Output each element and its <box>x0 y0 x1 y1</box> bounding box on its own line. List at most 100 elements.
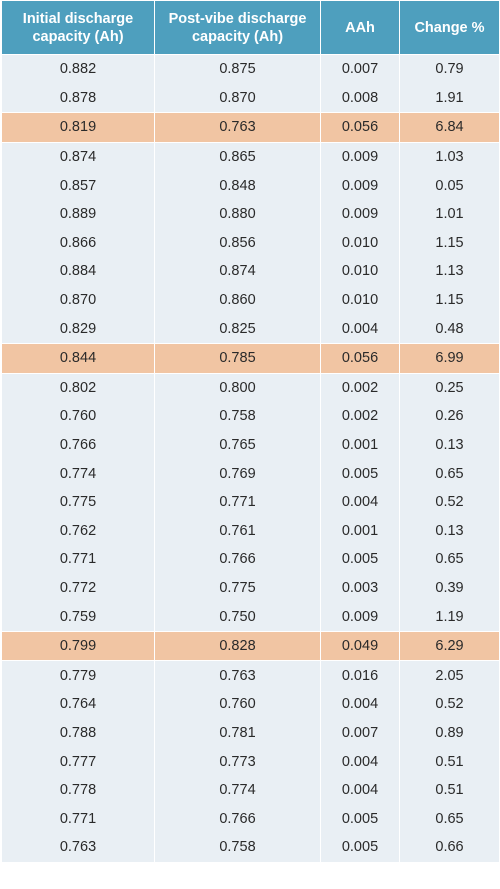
cell-delta-ah: 0.001 <box>320 430 400 460</box>
cell-initial-capacity: 0.760 <box>1 402 155 431</box>
cell-initial-capacity: 0.774 <box>1 459 155 488</box>
cell-change-percent: 6.29 <box>399 630 500 662</box>
cell-post-vibe-capacity: 0.781 <box>154 718 321 748</box>
table-row: 0.771 0.766 0.005 0.65 <box>1 804 500 834</box>
table-row: 0.857 0.848 0.009 0.05 <box>1 171 500 200</box>
cell-change-percent: 1.03 <box>399 142 500 172</box>
header-initial-capacity: Initial discharge capacity (Ah) <box>1 0 155 55</box>
cell-initial-capacity: 0.759 <box>1 602 155 632</box>
cell-delta-ah: 0.010 <box>320 257 400 286</box>
cell-delta-ah: 0.008 <box>320 83 400 113</box>
cell-delta-ah: 0.016 <box>320 660 400 691</box>
cell-change-percent: 0.13 <box>399 430 500 460</box>
cell-delta-ah: 0.009 <box>320 142 400 172</box>
cell-post-vibe-capacity: 0.760 <box>154 690 321 719</box>
cell-initial-capacity: 0.802 <box>1 373 155 403</box>
table-row: 0.884 0.874 0.010 1.13 <box>1 257 500 286</box>
cell-initial-capacity: 0.788 <box>1 718 155 748</box>
cell-post-vibe-capacity: 0.771 <box>154 487 321 517</box>
table-row: 0.866 0.856 0.010 1.15 <box>1 228 500 258</box>
cell-change-percent: 0.25 <box>399 373 500 403</box>
cell-initial-capacity: 0.882 <box>1 54 155 84</box>
cell-initial-capacity: 0.799 <box>1 630 155 662</box>
table-row: 0.819 0.763 0.056 6.84 <box>1 112 500 143</box>
cell-initial-capacity: 0.829 <box>1 314 155 344</box>
cell-delta-ah: 0.010 <box>320 285 400 315</box>
cell-delta-ah: 0.002 <box>320 402 400 431</box>
cell-initial-capacity: 0.775 <box>1 487 155 517</box>
cell-post-vibe-capacity: 0.828 <box>154 630 321 662</box>
table-row: 0.778 0.774 0.004 0.51 <box>1 775 500 805</box>
cell-delta-ah: 0.004 <box>320 690 400 719</box>
header-post-vibe-capacity: Post-vibe discharge capacity (Ah) <box>154 0 321 55</box>
cell-initial-capacity: 0.771 <box>1 804 155 834</box>
cell-change-percent: 1.15 <box>399 285 500 315</box>
table-row: 0.775 0.771 0.004 0.52 <box>1 487 500 517</box>
table-row: 0.760 0.758 0.002 0.26 <box>1 402 500 431</box>
table-row: 0.764 0.760 0.004 0.52 <box>1 690 500 719</box>
cell-change-percent: 0.65 <box>399 545 500 574</box>
cell-initial-capacity: 0.771 <box>1 545 155 574</box>
cell-post-vibe-capacity: 0.800 <box>154 373 321 403</box>
cell-initial-capacity: 0.819 <box>1 112 155 143</box>
table-row: 0.874 0.865 0.009 1.03 <box>1 142 500 172</box>
table-row: 0.771 0.766 0.005 0.65 <box>1 545 500 574</box>
table-row: 0.766 0.765 0.001 0.13 <box>1 430 500 460</box>
cell-delta-ah: 0.009 <box>320 602 400 632</box>
cell-delta-ah: 0.003 <box>320 573 400 603</box>
cell-change-percent: 1.01 <box>399 199 500 229</box>
cell-change-percent: 0.13 <box>399 516 500 546</box>
header-row: Initial discharge capacity (Ah) Post-vib… <box>1 0 500 55</box>
table-row: 0.774 0.769 0.005 0.65 <box>1 459 500 488</box>
cell-post-vibe-capacity: 0.758 <box>154 833 321 862</box>
cell-change-percent: 1.91 <box>399 83 500 113</box>
cell-delta-ah: 0.005 <box>320 804 400 834</box>
cell-initial-capacity: 0.778 <box>1 775 155 805</box>
table-row: 0.889 0.880 0.009 1.01 <box>1 199 500 229</box>
cell-change-percent: 0.52 <box>399 487 500 517</box>
table-row: 0.799 0.828 0.049 6.29 <box>1 630 500 662</box>
cell-initial-capacity: 0.866 <box>1 228 155 258</box>
capacity-table: Initial discharge capacity (Ah) Post-vib… <box>1 0 500 862</box>
cell-change-percent: 0.05 <box>399 171 500 200</box>
cell-post-vibe-capacity: 0.774 <box>154 775 321 805</box>
table-row: 0.779 0.763 0.016 2.05 <box>1 660 500 691</box>
cell-post-vibe-capacity: 0.750 <box>154 602 321 632</box>
cell-post-vibe-capacity: 0.773 <box>154 747 321 776</box>
cell-post-vibe-capacity: 0.766 <box>154 545 321 574</box>
cell-initial-capacity: 0.772 <box>1 573 155 603</box>
cell-post-vibe-capacity: 0.765 <box>154 430 321 460</box>
cell-change-percent: 2.05 <box>399 660 500 691</box>
cell-delta-ah: 0.004 <box>320 747 400 776</box>
cell-change-percent: 0.79 <box>399 54 500 84</box>
header-change-percent: Change % <box>399 0 500 55</box>
cell-post-vibe-capacity: 0.848 <box>154 171 321 200</box>
cell-initial-capacity: 0.766 <box>1 430 155 460</box>
cell-initial-capacity: 0.844 <box>1 342 155 374</box>
cell-delta-ah: 0.004 <box>320 487 400 517</box>
cell-delta-ah: 0.010 <box>320 228 400 258</box>
cell-initial-capacity: 0.763 <box>1 833 155 862</box>
cell-post-vibe-capacity: 0.856 <box>154 228 321 258</box>
cell-post-vibe-capacity: 0.763 <box>154 660 321 691</box>
cell-initial-capacity: 0.762 <box>1 516 155 546</box>
cell-post-vibe-capacity: 0.880 <box>154 199 321 229</box>
cell-post-vibe-capacity: 0.875 <box>154 54 321 84</box>
cell-delta-ah: 0.056 <box>320 342 400 374</box>
table-row: 0.772 0.775 0.003 0.39 <box>1 573 500 603</box>
cell-post-vibe-capacity: 0.775 <box>154 573 321 603</box>
cell-change-percent: 0.89 <box>399 718 500 748</box>
cell-delta-ah: 0.004 <box>320 775 400 805</box>
table-row: 0.762 0.761 0.001 0.13 <box>1 516 500 546</box>
table-row: 0.777 0.773 0.004 0.51 <box>1 747 500 776</box>
cell-delta-ah: 0.004 <box>320 314 400 344</box>
cell-change-percent: 0.26 <box>399 402 500 431</box>
table-row: 0.829 0.825 0.004 0.48 <box>1 314 500 344</box>
cell-initial-capacity: 0.878 <box>1 83 155 113</box>
cell-initial-capacity: 0.874 <box>1 142 155 172</box>
cell-initial-capacity: 0.779 <box>1 660 155 691</box>
table-row: 0.844 0.785 0.056 6.99 <box>1 342 500 374</box>
cell-delta-ah: 0.002 <box>320 373 400 403</box>
cell-delta-ah: 0.007 <box>320 718 400 748</box>
cell-initial-capacity: 0.889 <box>1 199 155 229</box>
